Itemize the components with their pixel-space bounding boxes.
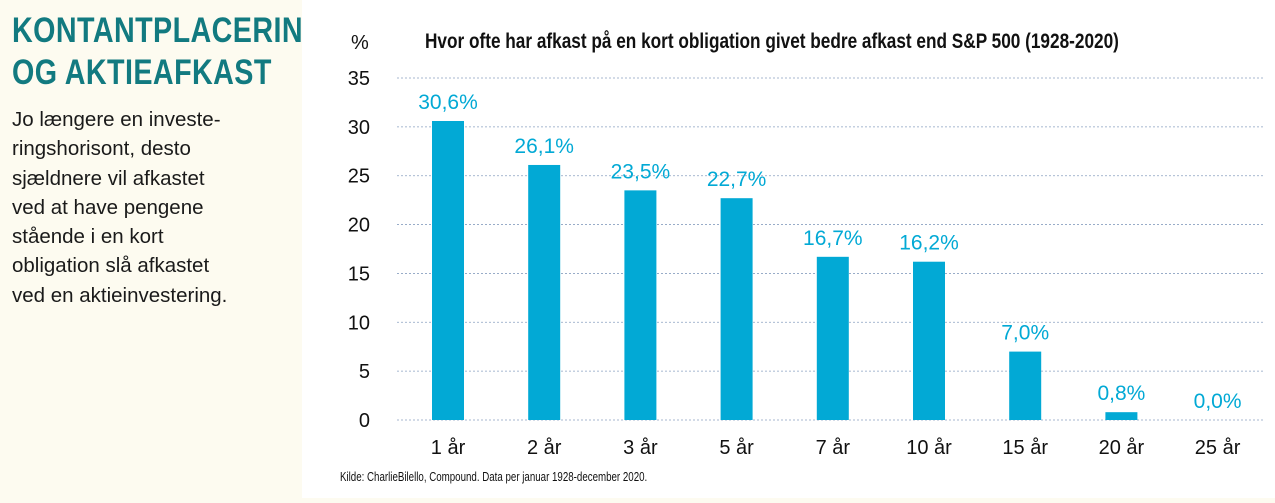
bars: 30,6% 26,1% 23,5% 22,7% 16,7% 16,2% 7,0% 0,8% 0,… <box>418 91 1242 420</box>
bar <box>913 261 945 420</box>
bar-value-label: 0,0% <box>1194 390 1242 413</box>
bar-value-label: 30,6% <box>418 91 478 114</box>
intro-line: ringshorisont, desto <box>12 137 191 161</box>
source-note: Kilde: CharlieBilello, Compound. Data pe… <box>340 471 647 484</box>
bar <box>624 190 657 420</box>
x-tick-label: 2 år <box>527 437 562 459</box>
bar <box>816 256 849 420</box>
x-tick-label: 25 år <box>1195 437 1241 459</box>
y-tick-label: 30 <box>348 117 370 139</box>
x-tick-label: 20 år <box>1099 437 1145 459</box>
bar <box>432 120 464 420</box>
y-tick-label: 20 <box>348 215 370 237</box>
bar-value-label: 23,5% <box>611 160 671 183</box>
bar-value-label: 7,0% <box>1001 322 1049 345</box>
bar-value-label: 16,7% <box>803 227 863 250</box>
bar-value-label: 0,8% <box>1097 382 1145 405</box>
y-tick-label: 0 <box>359 410 370 432</box>
bar <box>1105 412 1138 420</box>
headline: KONTANTPLACERING OG AKTIEAFKAST <box>12 10 326 94</box>
intro-line: ved en aktieinvestering. <box>12 283 228 307</box>
intro-line: stående i en kort <box>12 225 164 249</box>
headline-line-2: OG AKTIEAFKAST <box>12 53 272 92</box>
bar <box>1009 351 1042 420</box>
y-axis-ticks: 0 5 10 15 20 25 30 35 <box>348 68 370 432</box>
bar-value-label: 22,7% <box>707 168 767 191</box>
y-tick-label: 10 <box>348 312 370 334</box>
y-tick-label: 25 <box>348 166 370 188</box>
sidebar: KONTANTPLACERING OG AKTIEAFKAST Jo længe… <box>0 0 326 498</box>
intro-line: ved at have pengene <box>12 195 204 219</box>
x-tick-label: 7 år <box>816 437 851 459</box>
intro-line: sjældnere vil afkastet <box>12 166 205 190</box>
bar-value-label: 26,1% <box>514 135 574 158</box>
x-tick-label: 1 år <box>431 437 466 459</box>
bar <box>720 198 753 420</box>
headline-line-1: KONTANTPLACERING <box>12 11 326 50</box>
bar <box>528 164 561 420</box>
x-tick-label: 3 år <box>623 437 658 459</box>
y-tick-label: 15 <box>348 263 370 285</box>
chart-panel: Hvor ofte har afkast på en kort obligati… <box>302 0 1275 498</box>
y-tick-label: 35 <box>348 68 370 90</box>
bar-value-label: 16,2% <box>899 232 959 255</box>
intro-line: obligation slå afkastet <box>12 254 210 278</box>
intro-text: Jo længere en investe- ringshorisont, de… <box>12 105 297 310</box>
x-tick-label: 5 år <box>719 437 754 459</box>
y-tick-label: 5 <box>359 361 370 383</box>
x-tick-label: 15 år <box>1002 437 1048 459</box>
chart-title: Hvor ofte har afkast på en kort obligati… <box>425 31 1119 54</box>
x-axis-ticks: 1 år 2 år 3 år 5 år 7 år 10 år 15 år 20 år 25 år <box>431 437 1241 459</box>
intro-line: Jo længere en investe- <box>12 108 221 131</box>
bar-chart: Hvor ofte har afkast på en kort obligati… <box>340 31 1264 484</box>
x-tick-label: 10 år <box>906 437 952 459</box>
y-axis-unit: % <box>351 32 369 54</box>
